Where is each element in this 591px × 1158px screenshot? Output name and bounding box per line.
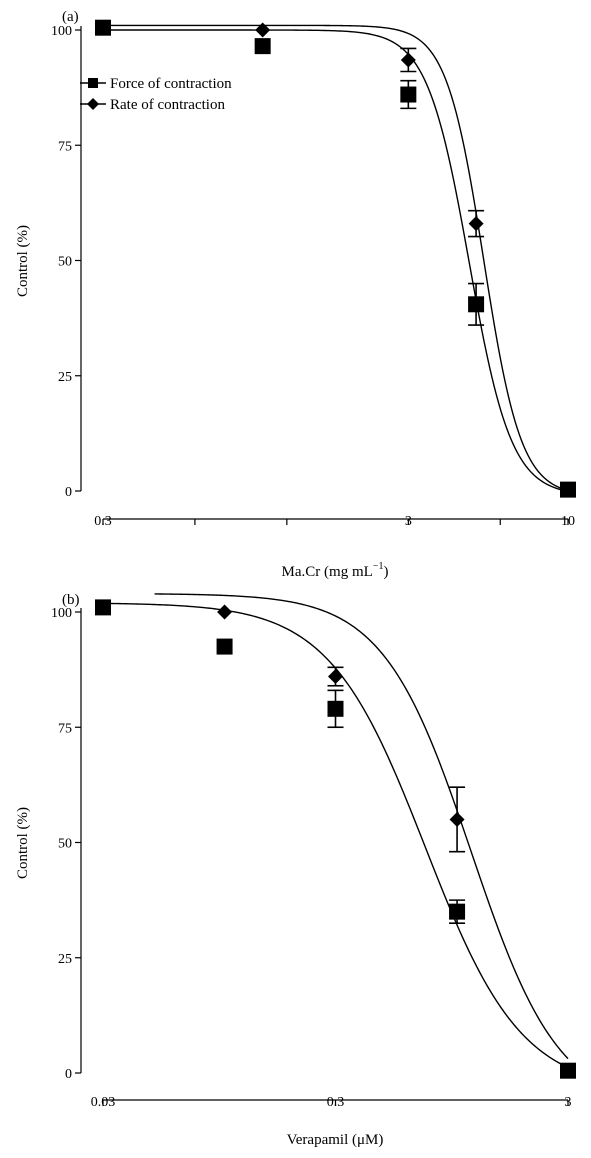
x-tick-label-a-3: 3: [405, 514, 412, 529]
data-point-rate-a-2: [400, 52, 416, 68]
legend-label-rate: Rate of contraction: [110, 97, 225, 113]
data-point-force-a-2: [400, 86, 417, 103]
x-axis-title-a-close: ): [383, 564, 388, 580]
plot-area-a: 0 25 50 75 100 0.3 3 10: [51, 19, 576, 529]
data-point-force-b-3: [449, 903, 466, 920]
fit-curve-rate-b: [154, 593, 569, 1060]
x-tick-label-a-10: 10: [561, 514, 575, 529]
data-point-rate-b-3: [560, 1063, 576, 1079]
x-axis-title-a: Ma.Cr (mg mL−1): [282, 561, 389, 580]
y-tick-label-b-75: 75: [58, 721, 72, 736]
legend: Force of contraction Rate of contraction: [80, 76, 232, 113]
data-point-rate-a-0: [95, 20, 111, 36]
y-tick-label-a-75: 75: [58, 139, 72, 154]
legend-item-force: Force of contraction: [80, 76, 232, 92]
x-tick-label-b-0.3: 0.3: [327, 1095, 345, 1110]
x-tick-label-b-3: 3: [565, 1095, 572, 1110]
y-tick-label-b-0: 0: [65, 1067, 72, 1082]
data-point-rate-a-3: [468, 216, 484, 232]
x-axis-title-b: Verapamil (μM): [287, 1132, 384, 1148]
data-point-rate-b-1: [328, 669, 343, 685]
y-tick-label-a-25: 25: [58, 370, 72, 385]
data-point-force-a-1: [254, 38, 271, 55]
legend-label-force: Force of contraction: [110, 76, 232, 92]
legend-marker-force: [88, 78, 98, 88]
x-axis-title-a-sup-sign: −: [373, 561, 379, 572]
panel-a: (a) Control (%) Ma.Cr (mg mL−1) Force of…: [15, 9, 576, 580]
data-point-force-b-2: [327, 700, 344, 717]
data-point-rate-b-0: [217, 604, 233, 620]
y-tick-label-a-0: 0: [65, 485, 72, 500]
y-tick-label-a-50: 50: [58, 255, 72, 270]
fit-curve-force-a: [103, 29, 569, 493]
y-tick-label-b-50: 50: [58, 837, 72, 852]
y-axis-title-a: Control (%): [15, 225, 31, 297]
panel-label-a: (a): [62, 9, 79, 25]
data-point-force-b-0: [95, 599, 111, 616]
data-point-rate-a-1: [255, 22, 271, 38]
x-tick-label-b-0.03: 0.03: [91, 1095, 116, 1110]
data-point-force-b-1: [216, 638, 233, 655]
legend-item-rate: Rate of contraction: [80, 97, 225, 113]
data-point-rate-a-4: [560, 482, 576, 498]
y-tick-label-b-25: 25: [58, 952, 72, 967]
data-point-rate-b-2: [449, 811, 465, 827]
plot-area-b: 0 25 50 75 100 0.03 0.3 3: [51, 593, 576, 1110]
x-axis-title-a-main: Ma.Cr (mg mL: [282, 564, 373, 580]
panel-label-b: (b): [62, 592, 80, 608]
panel-b: (b) Control (%) Verapamil (μM) 0 25 50 75 10…: [15, 592, 576, 1148]
fit-curve-rate-a: [103, 24, 569, 492]
x-tick-label-a-0.3: 0.3: [94, 514, 112, 529]
y-tick-label-b-100: 100: [51, 606, 72, 621]
legend-marker-rate: [87, 98, 99, 110]
data-point-force-a-3: [468, 296, 485, 313]
y-tick-label-a-100: 100: [51, 24, 72, 39]
y-axis-title-b: Control (%): [15, 807, 31, 879]
x-axis-title-a-sup-num: 1: [378, 561, 383, 572]
